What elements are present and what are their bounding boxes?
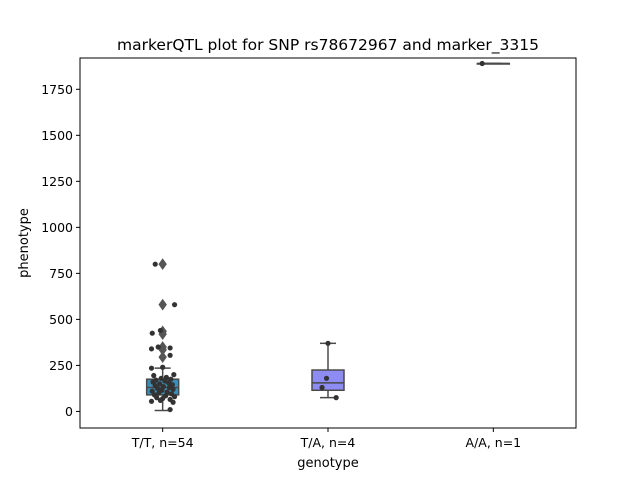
data-point <box>167 406 173 413</box>
data-point <box>171 372 177 378</box>
x-axis-label: genotype <box>297 456 358 471</box>
outlier-marker <box>158 341 167 353</box>
data-point <box>170 386 176 392</box>
data-point <box>167 345 173 351</box>
y-tick-label: 1000 <box>41 220 73 235</box>
data-point <box>479 60 485 67</box>
y-tick-label: 1750 <box>41 82 73 97</box>
data-point <box>160 364 166 370</box>
outlier-marker <box>158 351 167 364</box>
y-tick-label: 0 <box>65 404 73 419</box>
data-point <box>157 327 164 334</box>
y-tick-label: 500 <box>49 312 73 327</box>
y-tick-label: 750 <box>49 266 73 281</box>
data-point <box>319 384 325 391</box>
data-point <box>333 395 339 401</box>
data-point <box>156 390 162 396</box>
data-point <box>157 397 164 403</box>
data-point <box>158 375 164 381</box>
data-point <box>151 372 157 379</box>
data-point <box>148 365 155 371</box>
data-point <box>152 261 158 267</box>
data-point <box>171 394 178 400</box>
x-tick-label: T/A, n=4 <box>300 435 356 450</box>
data-point <box>325 340 331 346</box>
data-point <box>323 375 330 381</box>
data-point <box>154 385 161 392</box>
y-tick-label: 1500 <box>41 128 73 143</box>
y-tick-label: 1250 <box>41 174 73 189</box>
x-tick-label: T/T, n=54 <box>131 435 194 450</box>
plot-area <box>145 60 511 413</box>
y-axis-label: phenotype <box>17 208 32 278</box>
data-point <box>149 330 155 336</box>
data-point <box>171 302 178 308</box>
x-tick-label: A/A, n=1 <box>466 435 522 450</box>
outlier-marker <box>158 258 167 271</box>
y-tick-label: 250 <box>49 358 73 373</box>
data-point <box>170 399 176 405</box>
chart-title: markerQTL plot for SNP rs78672967 and ma… <box>117 36 539 55</box>
data-point <box>148 398 155 404</box>
data-point <box>155 344 161 350</box>
data-point <box>157 381 163 387</box>
outlier-marker <box>158 298 167 311</box>
data-point <box>167 352 173 358</box>
data-point <box>154 395 160 401</box>
data-point <box>148 346 155 352</box>
